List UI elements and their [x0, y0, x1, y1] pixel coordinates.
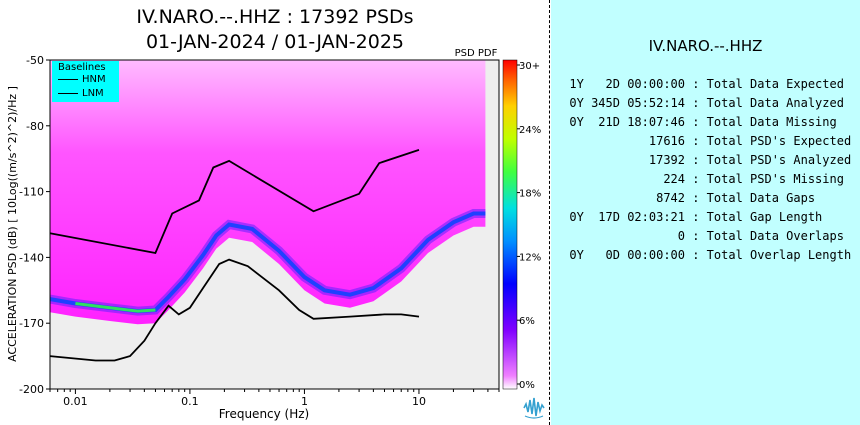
stat-value: 17392 [648, 153, 685, 167]
stat-value: 17616 [648, 134, 685, 148]
station-name: IV.NARO.--.HHZ [648, 37, 763, 55]
x-tick-label: 0.1 [181, 395, 199, 408]
colorbar-tick-label: 6% [519, 316, 535, 327]
statistics-panel: IV.NARO.--.HHZ 1Y 2D 00:00:00 : Total Da… [551, 0, 860, 425]
colorbar-tick-label: 24% [519, 125, 541, 136]
y-tick-label: -80 [26, 120, 44, 133]
y-tick-label: -170 [19, 317, 44, 330]
stat-label: : Total PSD's Analyzed [685, 153, 852, 167]
hnm-baseline [49, 149, 420, 255]
stat-row: 17392 : Total PSD's Analyzed [567, 151, 851, 170]
y-tick-label: -50 [26, 54, 44, 67]
stat-label: : Total Data Analyzed [685, 96, 844, 110]
legend-item-lnm: LNM [58, 88, 104, 99]
stat-label: : Total Gap Length [685, 210, 823, 224]
colorbar-tick-label: 0% [519, 380, 535, 391]
chart-title: IV.NARO.--.HHZ : 17392 PSDs [136, 6, 414, 28]
statistics-list: 1Y 2D 00:00:00 : Total Data Expected 0Y 3… [567, 75, 851, 265]
colorbar [502, 59, 518, 390]
stat-label: : Total Overlap Length [685, 248, 852, 262]
stat-value: 224 [663, 172, 685, 186]
stat-row: 0Y 0D 00:00:00 : Total Overlap Length [567, 246, 851, 265]
stat-value: 0Y 21D 18:07:46 [569, 115, 685, 129]
y-tick-label: -140 [19, 251, 44, 264]
x-axis-label: Frequency (Hz) [219, 407, 310, 421]
panel-divider [549, 0, 550, 425]
y-axis-label: ACCELERATION PSD (dB) [ 10Log((m/s^2)^2)… [6, 86, 19, 362]
stat-label: : Total Data Missing [685, 115, 837, 129]
stat-value: 0 [677, 229, 685, 243]
psd-plot-panel: IV.NARO.--.HHZ : 17392 PSDs 01-JAN-2024 … [6, 6, 545, 421]
plot-frame [49, 59, 500, 390]
psd-density-band [50, 60, 486, 325]
stat-value: 8742 [656, 191, 685, 205]
stat-label: : Total Data Gaps [685, 191, 816, 205]
stat-label: : Total Data Expected [685, 77, 844, 91]
stat-row: 0Y 17D 02:03:21 : Total Gap Length [567, 208, 851, 227]
stat-row: 0Y 345D 05:52:14 : Total Data Analyzed [567, 94, 851, 113]
stat-value: 0Y 17D 02:03:21 [569, 210, 685, 224]
stat-label: : Total PSD's Missing [685, 172, 844, 186]
stat-value: 0Y 345D 05:52:14 [569, 96, 685, 110]
colorbar-tick-label: 30+ [519, 61, 540, 72]
stat-row: 17616 : Total PSD's Expected [567, 132, 851, 151]
stat-label: : Total PSD's Expected [685, 134, 852, 148]
colorbar-tick-label: 18% [519, 189, 541, 200]
x-tick-label: 0.01 [63, 395, 88, 408]
stat-row: 0Y 21D 18:07:46 : Total Data Missing [567, 113, 851, 132]
y-tick-label: -110 [19, 186, 44, 199]
colorbar-tick-label: 12% [519, 252, 541, 263]
stat-label: : Total Data Overlaps [685, 229, 844, 243]
stat-row: 1Y 2D 00:00:00 : Total Data Expected [567, 75, 851, 94]
stat-row: 8742 : Total Data Gaps [567, 189, 851, 208]
x-tick-label: 1 [301, 395, 308, 408]
lnm-baseline [49, 258, 420, 362]
stat-row: 0 : Total Data Overlaps [567, 227, 851, 246]
chart-subtitle: 01-JAN-2024 / 01-JAN-2025 [145, 31, 405, 53]
baseline-legend: Baselines HNM LNM [52, 61, 119, 102]
stat-row: 224 : Total PSD's Missing [567, 170, 851, 189]
waveform-logo-icon [523, 397, 545, 419]
stat-value: 0Y 0D 00:00:00 [569, 248, 685, 262]
x-tick-label: 10 [412, 395, 426, 408]
legend-title: Baselines [58, 62, 106, 73]
colorbar-label: PSD PDF [455, 48, 498, 59]
psd-pdf-chart: -50 -80 -110 -140 -170 -200 0.01 0.1 1 10 Frequen… [6, 48, 541, 421]
y-tick-label: -200 [19, 383, 44, 396]
pdf-mode-peak [75, 302, 156, 313]
stat-value: 1Y 2D 00:00:00 [569, 77, 685, 91]
legend-item-hnm: HNM [58, 74, 106, 85]
